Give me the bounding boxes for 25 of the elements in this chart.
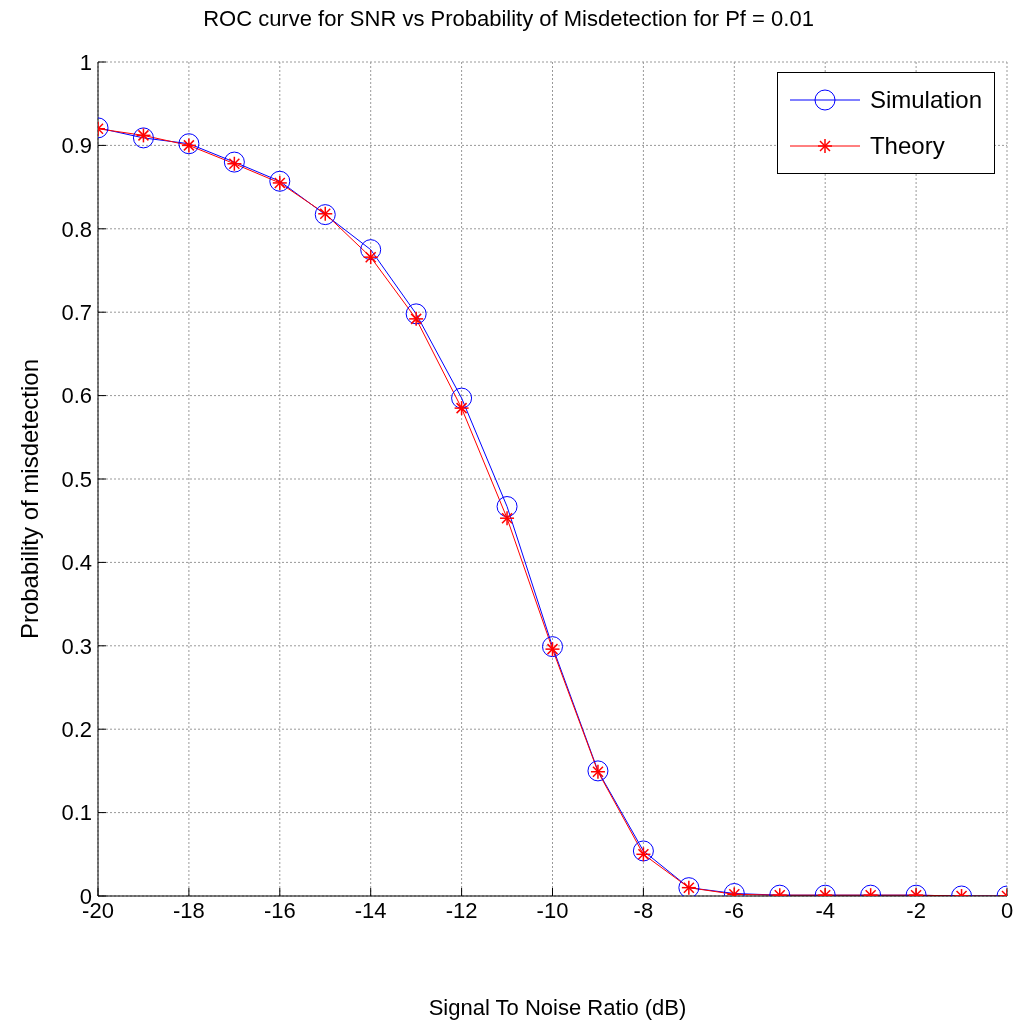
x-tick-label: -18: [173, 897, 205, 923]
x-tick-label: -10: [536, 897, 569, 923]
y-tick-label: 0.4: [61, 550, 92, 576]
y-tick-label: 1: [79, 49, 92, 75]
x-tick-label: -2: [906, 897, 926, 923]
x-tick-label: -12: [445, 897, 478, 923]
x-tick-label: -4: [815, 897, 835, 923]
x-tick-label: -16: [263, 897, 296, 923]
x-tick-label: -14: [354, 897, 387, 923]
x-tick-label: -8: [633, 897, 654, 923]
chart-title: ROC curve for SNR vs Probability of Misdetection for Pf = 0.01: [202, 6, 815, 32]
x-tick-label: -6: [724, 897, 745, 923]
y-tick-label: 0.2: [61, 717, 92, 743]
legend-label: Simulation: [869, 86, 982, 114]
y-tick-label: 0.7: [61, 300, 92, 326]
y-tick-label: 0.8: [61, 216, 92, 242]
x-tick-label: 0: [1000, 897, 1014, 923]
y-tick-label: 0.3: [61, 633, 92, 659]
y-axis-title: Probability of misdetection: [16, 358, 44, 640]
legend-label: Theory: [869, 132, 945, 160]
y-tick-label: 0.5: [61, 466, 92, 492]
y-tick-label: 0.6: [61, 383, 92, 409]
x-axis-title: Signal To Noise Ratio (dB): [427, 995, 688, 1021]
y-tick-label: 0.1: [61, 800, 92, 826]
y-tick-label: 0.9: [61, 133, 92, 159]
